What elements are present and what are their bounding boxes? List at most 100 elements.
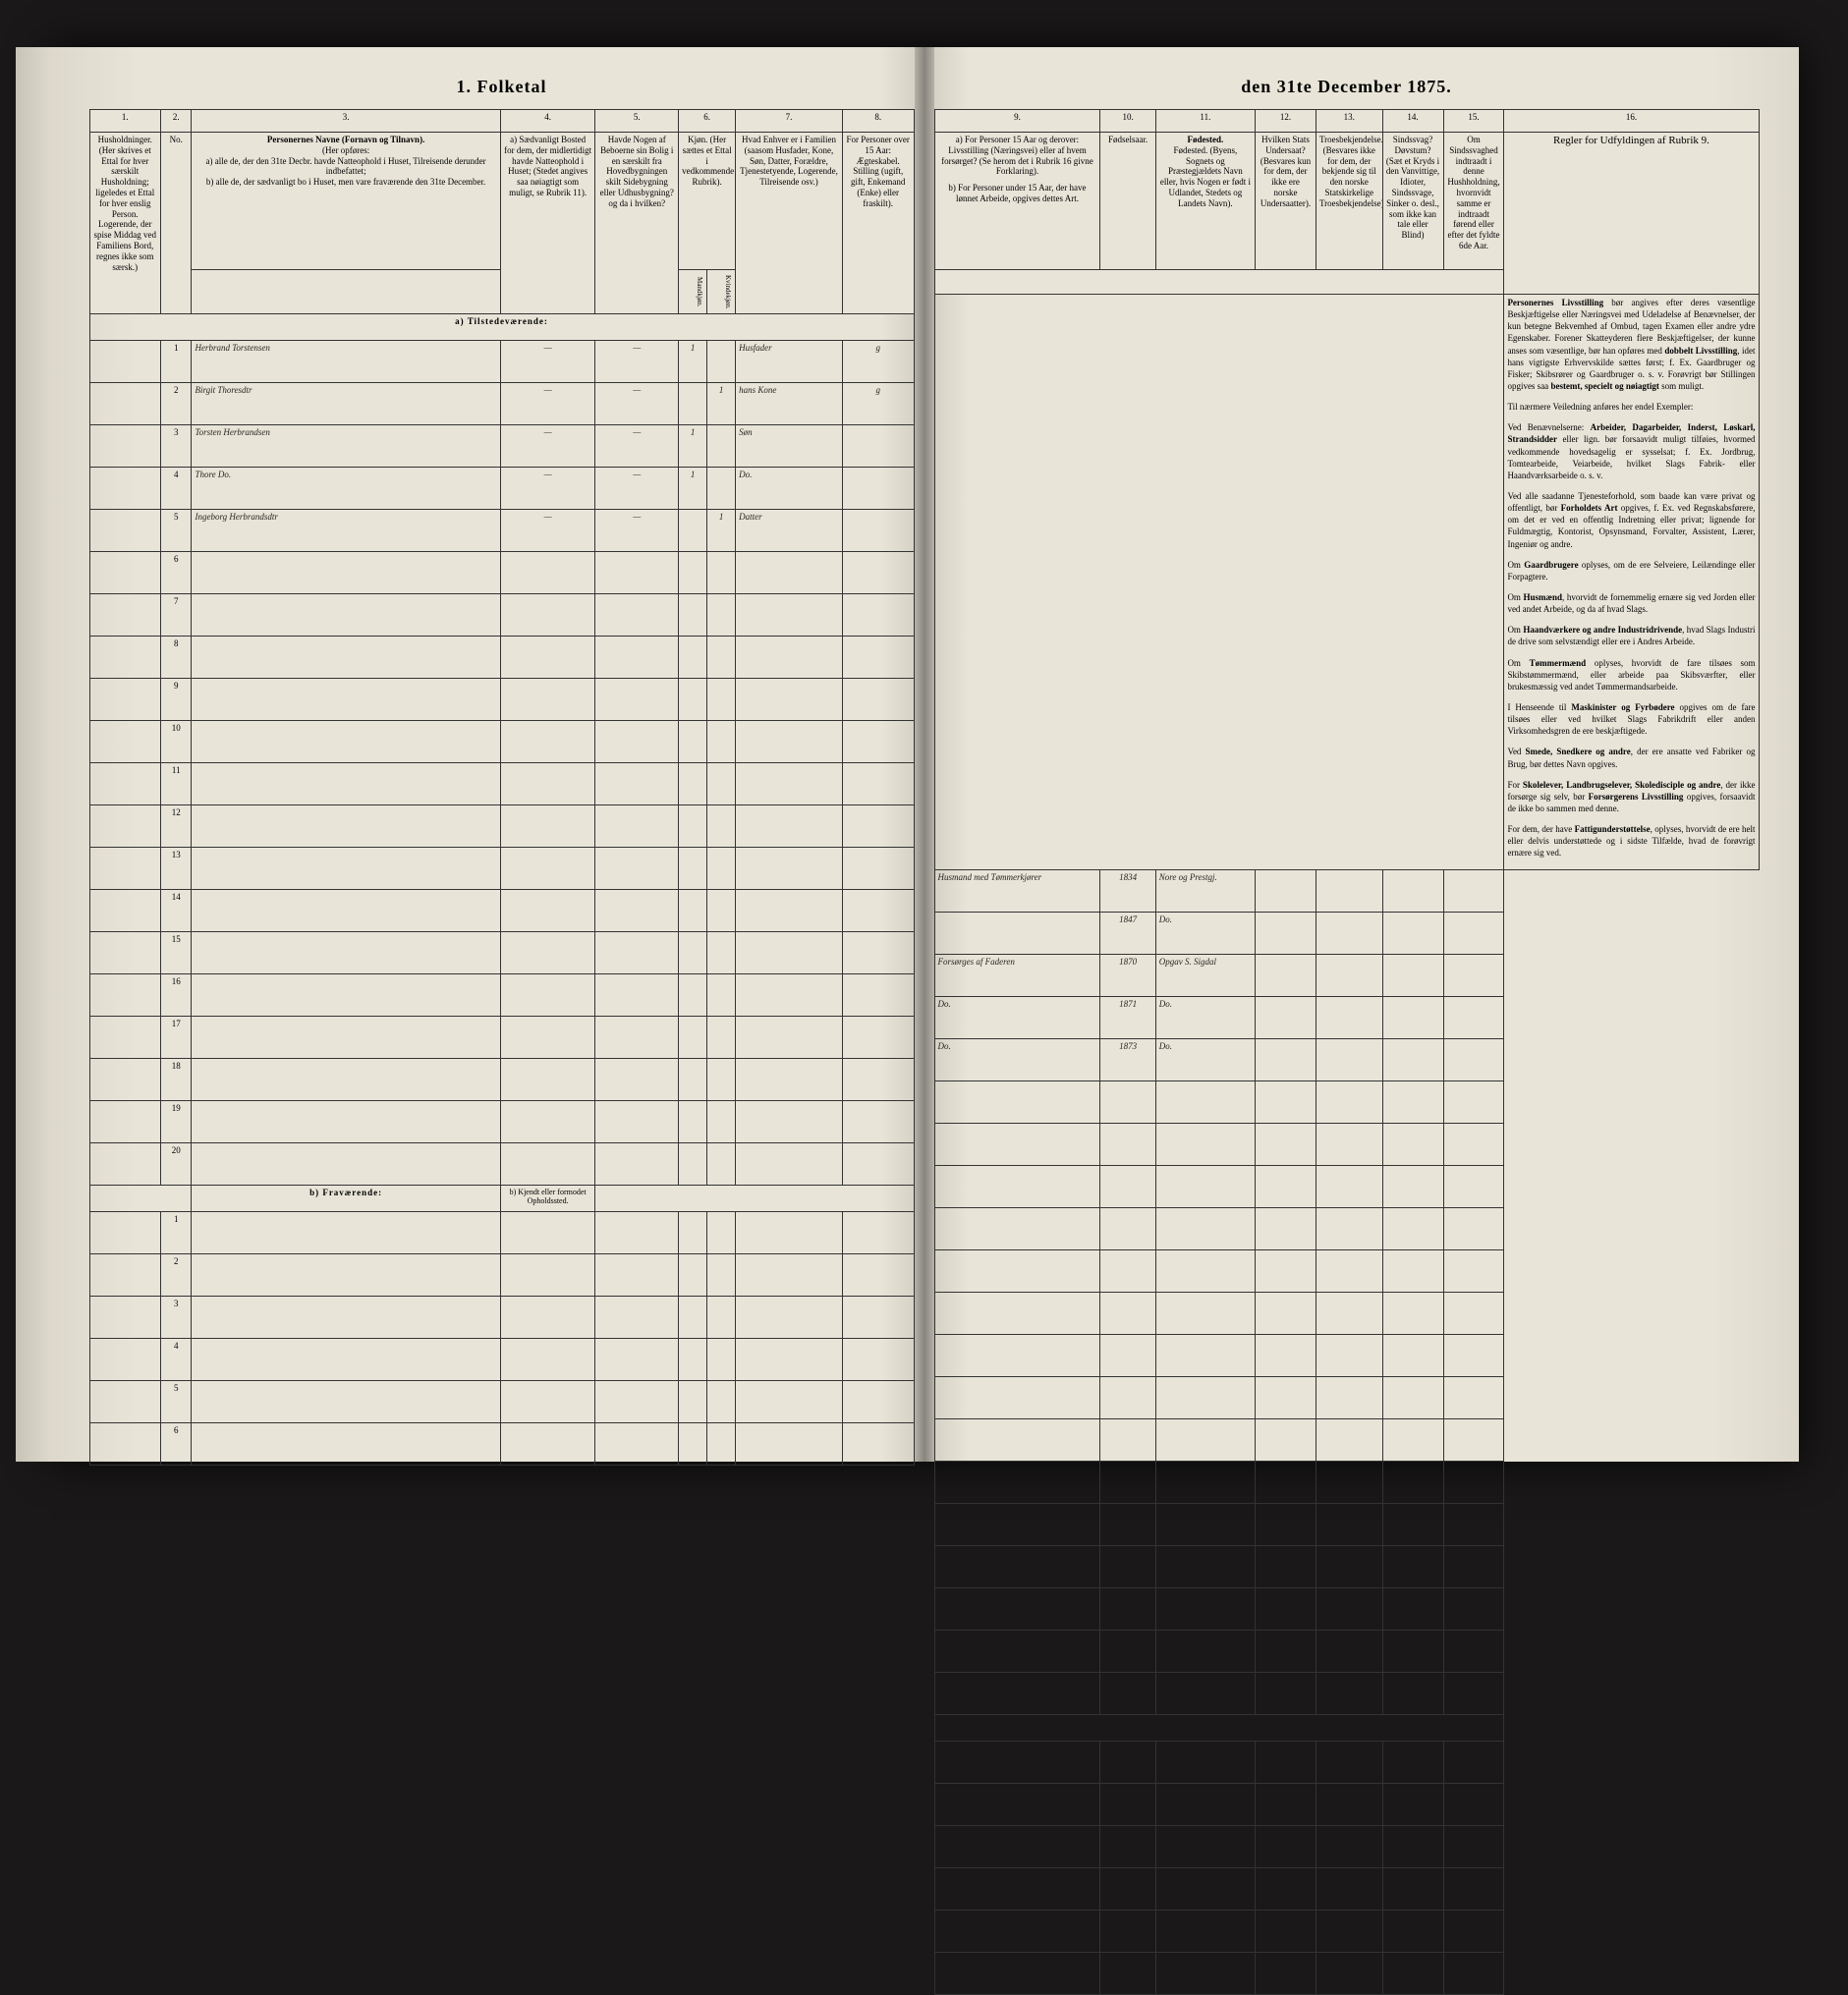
ip11w: For Skolelever, Landbrugselever, Skoledi… — [1507, 779, 1755, 814]
ip1b: dobbelt Livsstilling — [1664, 346, 1737, 356]
c14 — [1382, 1039, 1443, 1081]
row-num: 15 — [161, 932, 192, 974]
col6-num: 6. — [679, 110, 736, 133]
census-book: 1. Folketal 1. 2. 3. 4. 5. 6. 7. 8. Hush… — [50, 47, 1799, 1462]
table-row — [934, 1742, 1759, 1784]
table-row — [934, 1826, 1759, 1868]
table-row — [934, 1377, 1759, 1419]
ip10b: Smede, Snedkere og andre — [1526, 747, 1631, 756]
c11: Do. — [1155, 997, 1255, 1039]
name-cell: Herbrand Torstensen — [192, 341, 500, 383]
name-cell: Ingeborg Herbrandsdtr — [192, 510, 500, 552]
c4: — — [500, 383, 595, 425]
table-row: 2 — [89, 1254, 914, 1297]
h3-sub: (Her opføres: — [195, 145, 496, 156]
sub-blank-r — [934, 270, 1504, 295]
col7-num: 7. — [736, 110, 843, 133]
col9: 9. — [934, 110, 1100, 133]
c6k — [707, 468, 736, 510]
section-a: a) Tilstedeværende: — [89, 314, 914, 341]
row-num: 7 — [161, 594, 192, 637]
row-num: 1 — [161, 341, 192, 383]
row-num: 2 — [161, 383, 192, 425]
h15: Om Sindssvaghed indtraadt i denne Hushho… — [1443, 133, 1504, 270]
h16-title: Regler for Udfyldingen af Rubrik 9. — [1507, 135, 1755, 147]
row-num: 8 — [161, 637, 192, 679]
ip9: I Henseende til — [1507, 702, 1571, 712]
col1-num: 1. — [89, 110, 161, 133]
c13 — [1316, 870, 1383, 913]
c4: — — [500, 468, 595, 510]
c11: Nore og Prestgj. — [1155, 870, 1255, 913]
h3-a: a) alle de, der den 31te Decbr. havde Na… — [195, 156, 496, 178]
sb-blank — [89, 1186, 192, 1212]
c9: Forsørges af Faderen — [934, 955, 1100, 997]
table-row: 18 — [89, 1059, 914, 1101]
c14 — [1382, 997, 1443, 1039]
c4: — — [500, 341, 595, 383]
h16: Regler for Udfyldingen af Rubrik 9. — [1504, 133, 1759, 295]
h9: a) For Personer 15 Aar og derover: Livss… — [934, 133, 1100, 270]
c5: — — [595, 468, 679, 510]
census-table-right: 9. 10. 11. 12. 13. 14. 15. 16. a) For Pe… — [934, 109, 1760, 1995]
ip6: Om — [1507, 592, 1523, 602]
h9b: b) For Personer under 15 Aar, der have l… — [938, 183, 1097, 204]
h6m: Mandkjøn. — [679, 270, 707, 314]
table-row — [934, 1504, 1759, 1546]
table-row: 4 — [89, 1339, 914, 1381]
sb-r-blank — [934, 1715, 1504, 1742]
table-row: 1 — [89, 1212, 914, 1254]
col13: 13. — [1316, 110, 1383, 133]
ip11b: Skolelever, Landbrugselever, Skolediscip… — [1523, 780, 1720, 790]
header-row-r: a) For Personer 15 Aar og derover: Livss… — [934, 133, 1759, 270]
c10: 1834 — [1100, 870, 1155, 913]
name-cell: Thore Do. — [192, 468, 500, 510]
section-b-c4: b) Kjendt eller formodet Opholdssted. — [500, 1186, 595, 1212]
row-num: 1 — [161, 1212, 192, 1254]
c4: — — [500, 425, 595, 468]
h3-title: Personernes Navne (Fornavn og Tilnavn). — [195, 135, 496, 145]
inst-t: Personernes Livsstilling — [1507, 298, 1603, 307]
table-row: Do. 1871 Do. — [934, 997, 1759, 1039]
ip7w: Om Haandværkere og andre Industridrivend… — [1507, 624, 1755, 647]
page-edge — [16, 47, 50, 1462]
census-table-left: 1. 2. 3. 4. 5. 6. 7. 8. Husholdninger. (… — [89, 109, 915, 1466]
col3-num: 3. — [192, 110, 500, 133]
c15 — [1443, 870, 1504, 913]
h10: Fødselsaar. — [1100, 133, 1155, 270]
ip5: Om — [1507, 560, 1524, 570]
h3-blank — [192, 270, 500, 314]
table-row — [934, 1124, 1759, 1166]
row-num: 4 — [161, 468, 192, 510]
c12 — [1256, 870, 1316, 913]
row-num: 6 — [161, 552, 192, 594]
table-row — [934, 1462, 1759, 1504]
c9 — [934, 913, 1100, 955]
table-row — [934, 1588, 1759, 1631]
c6m: 1 — [679, 468, 707, 510]
header-row: Husholdninger. (Her skrives et Ettal for… — [89, 133, 914, 270]
table-row: 2 Birgit Thoresdtr — — 1 hans Kone g — [89, 383, 914, 425]
table-row: 13 — [89, 848, 914, 890]
h6k: Kvindekjøn. — [707, 270, 736, 314]
col10: 10. — [1100, 110, 1155, 133]
ip12: For dem, der have — [1507, 824, 1574, 834]
c8: g — [842, 341, 914, 383]
ip1b2: bestemt, specielt og nøiagtigt — [1550, 381, 1658, 391]
h3-b: b) alle de, der sædvanligt bo i Huset, m… — [195, 177, 496, 188]
c6k: 1 — [707, 383, 736, 425]
ip6b: Husmænd — [1524, 592, 1563, 602]
row-num: 6 — [161, 1423, 192, 1466]
c5: — — [595, 383, 679, 425]
ip7b: Haandværkere og andre Industridrivende — [1523, 625, 1682, 635]
table-row: 8 — [89, 637, 914, 679]
row-num: 5 — [161, 1381, 192, 1423]
ip4b: Forholdets Art — [1561, 503, 1618, 513]
row-num: 19 — [161, 1101, 192, 1143]
table-row — [934, 1546, 1759, 1588]
table-row: 14 — [89, 890, 914, 932]
h6: Kjøn. (Her sættes et Ettal i vedkommende… — [679, 133, 736, 270]
h11: Fødested. Fødested. (Byens, Sognets og P… — [1155, 133, 1255, 270]
table-row — [934, 1293, 1759, 1335]
section-a-row: a) Tilstedeværende: — [89, 314, 914, 341]
